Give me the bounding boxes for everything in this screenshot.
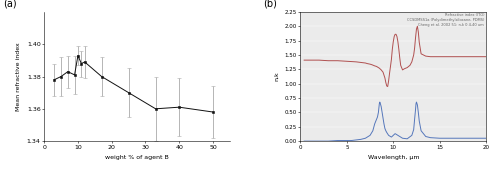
Text: Refractive index (ITO)
CCSDMSS1a (Polydimethylsiloxane, PDMS)
Cheng et al. 2002 : Refractive index (ITO) CCSDMSS1a (Polydi… xyxy=(407,13,484,27)
X-axis label: Wavelength, μm: Wavelength, μm xyxy=(367,155,419,160)
X-axis label: weight % of agent B: weight % of agent B xyxy=(105,155,169,160)
Y-axis label: Mean refractive index: Mean refractive index xyxy=(16,42,21,111)
Text: (b): (b) xyxy=(263,0,277,9)
Text: (a): (a) xyxy=(3,0,17,9)
Y-axis label: n,k: n,k xyxy=(274,72,279,81)
